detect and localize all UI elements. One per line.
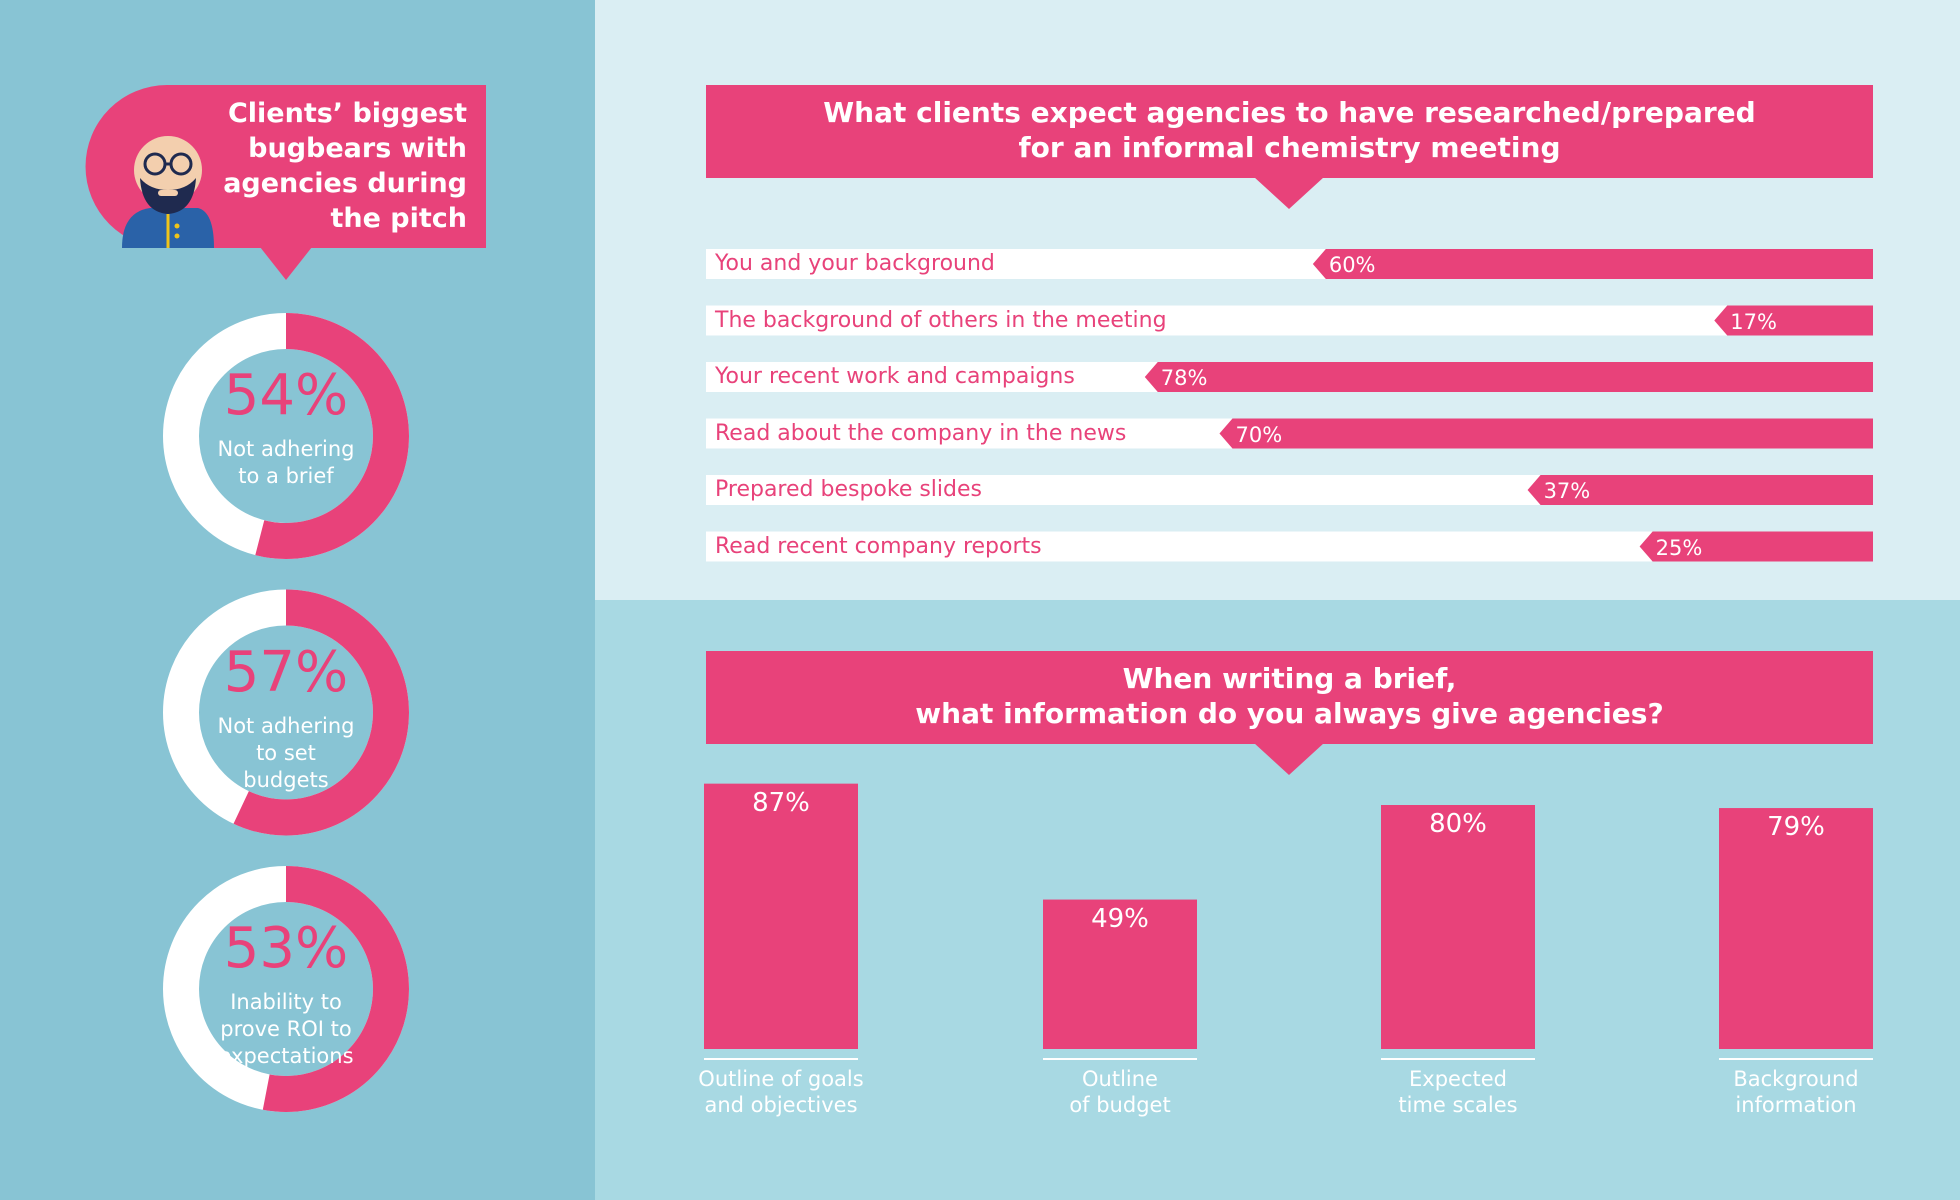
bar-label: Outline of budget: [1069, 1067, 1171, 1117]
title-bubble: [85, 85, 486, 248]
bar: [1219, 418, 1873, 449]
donut-value: 53%: [223, 916, 349, 981]
bar: [1719, 808, 1873, 1049]
top-title-pointer: [1254, 177, 1324, 209]
bar: [1381, 805, 1535, 1049]
bar-label: Read about the company in the news: [715, 420, 1127, 446]
bar-label: Background information: [1733, 1067, 1859, 1117]
bar-value: 17%: [1730, 309, 1777, 334]
bottom-title-box: [706, 651, 1873, 744]
column-title: When writing a brief, what information d…: [915, 662, 1664, 730]
bar-value: 70%: [1235, 422, 1283, 447]
bar: [1527, 475, 1873, 505]
bar-label: The background of others in the meeting: [715, 307, 1167, 333]
bar-value: 80%: [1429, 809, 1487, 839]
bar-track: [706, 305, 1873, 336]
donut-label: Not adhering to a brief: [217, 437, 355, 488]
bar-label: Prepared bespoke slides: [715, 477, 982, 502]
bar: [1639, 531, 1873, 562]
donut-arc: [163, 313, 409, 559]
donut-arc: [163, 589, 409, 836]
bar: [1714, 305, 1873, 336]
bubble-pointer: [260, 247, 312, 280]
bar-value: 25%: [1655, 535, 1703, 560]
bar: [1312, 249, 1873, 279]
donut-value: 54%: [223, 363, 349, 428]
bar-value: 78%: [1160, 366, 1208, 390]
bar-label: Outline of goals and objectives: [698, 1067, 864, 1117]
bar: [1144, 362, 1873, 392]
bar: [1043, 899, 1197, 1049]
donut-label: Not adhering to set budgets: [217, 713, 355, 792]
bar-label: You and your background: [715, 251, 995, 276]
donut-title: Clients’ biggest bugbears with agencies …: [223, 98, 467, 234]
bar-value: 87%: [752, 787, 810, 818]
donut-arc: [163, 866, 409, 1112]
bar-label: Expected time scales: [1398, 1067, 1518, 1117]
bar-title: What clients expect agencies to have res…: [823, 96, 1756, 164]
bar-value: 79%: [1767, 812, 1825, 843]
donut-value: 57%: [223, 639, 349, 705]
donut-label: Inability to prove ROI to expectations: [218, 990, 354, 1068]
bar-value: 60%: [1328, 253, 1376, 277]
bar-value: 49%: [1091, 903, 1149, 934]
bottom-title-pointer: [1254, 743, 1324, 775]
bar: [704, 783, 858, 1049]
bar-value: 37%: [1543, 479, 1591, 503]
bar-label: Read recent company reports: [715, 533, 1042, 559]
bar-label: Your recent work and campaigns: [715, 364, 1075, 389]
avatar: [122, 136, 214, 248]
top-title-box: [706, 85, 1873, 178]
